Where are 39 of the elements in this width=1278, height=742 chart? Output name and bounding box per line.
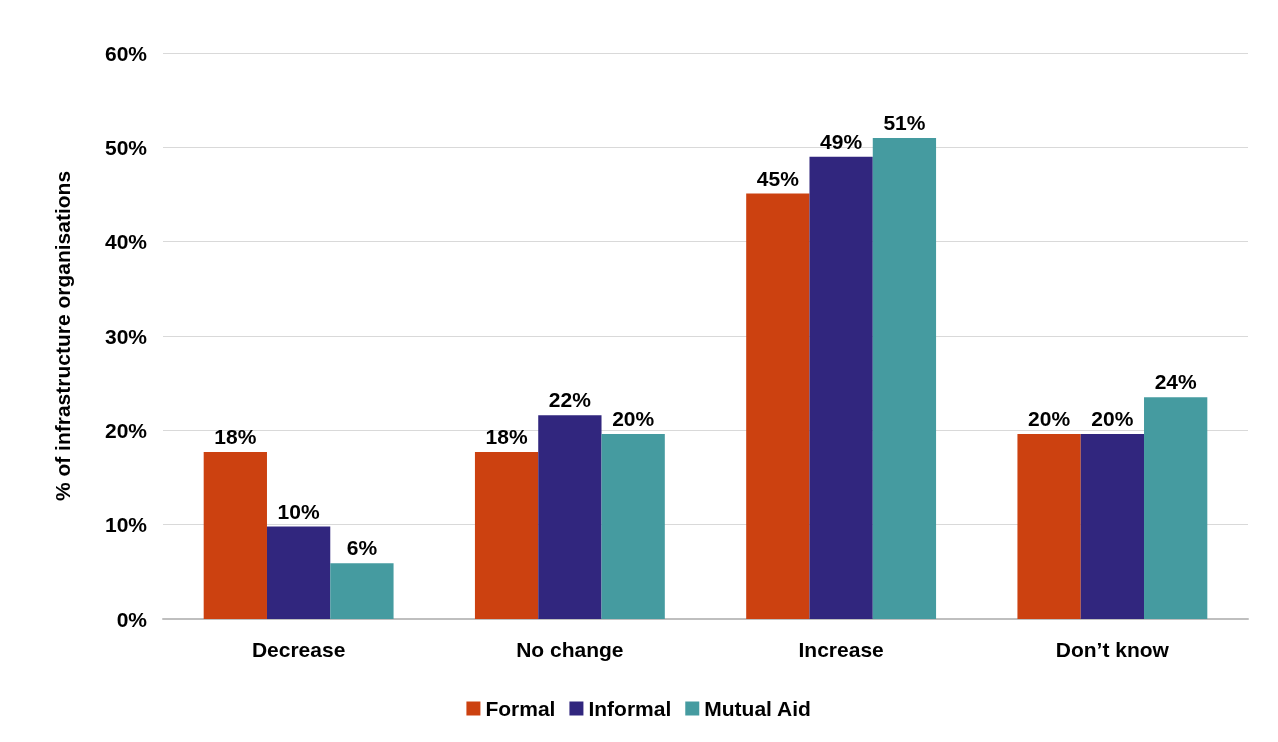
bar: [330, 563, 394, 619]
data-label: 49%: [820, 129, 863, 153]
bar: [746, 193, 810, 619]
data-label: 18%: [485, 425, 528, 449]
bar: [1017, 434, 1081, 619]
legend-label: Informal: [588, 697, 672, 720]
data-label: 10%: [277, 499, 320, 523]
bar: [1080, 434, 1145, 619]
y-tick-label: 40%: [104, 230, 148, 254]
bar: [1144, 397, 1208, 619]
bar: [474, 452, 539, 619]
data-label: 18%: [214, 425, 257, 449]
x-tick-label: Decrease: [251, 638, 346, 661]
data-label: 20%: [1091, 407, 1134, 431]
x-tick-label: Don’t know: [1055, 638, 1170, 661]
legend-label: Mutual Aid: [704, 697, 811, 720]
data-label: 22%: [548, 388, 592, 412]
data-label: 45%: [756, 166, 800, 190]
bar: [266, 526, 331, 619]
data-label: 20%: [1028, 407, 1071, 431]
bar: [872, 137, 937, 619]
bar: [809, 156, 873, 619]
y-tick-label: 60%: [104, 41, 148, 65]
y-tick-label: 20%: [104, 418, 148, 442]
data-label: 51%: [883, 110, 926, 134]
y-tick-label: 50%: [104, 135, 148, 159]
bar: [538, 415, 602, 619]
data-label: 20%: [612, 407, 655, 431]
y-axis-title: % of infrastructure organisations: [51, 170, 74, 502]
y-tick-label: 0%: [116, 607, 148, 631]
data-label: 24%: [1154, 370, 1198, 394]
legend-label: Formal: [485, 697, 556, 720]
y-tick-label: 10%: [104, 513, 148, 537]
y-tick-label: 30%: [104, 324, 148, 348]
bar: [203, 452, 267, 619]
x-tick-label: No change: [516, 638, 624, 661]
data-label: 6%: [346, 536, 378, 560]
bar: [601, 434, 665, 619]
x-tick-label: Increase: [798, 638, 884, 661]
